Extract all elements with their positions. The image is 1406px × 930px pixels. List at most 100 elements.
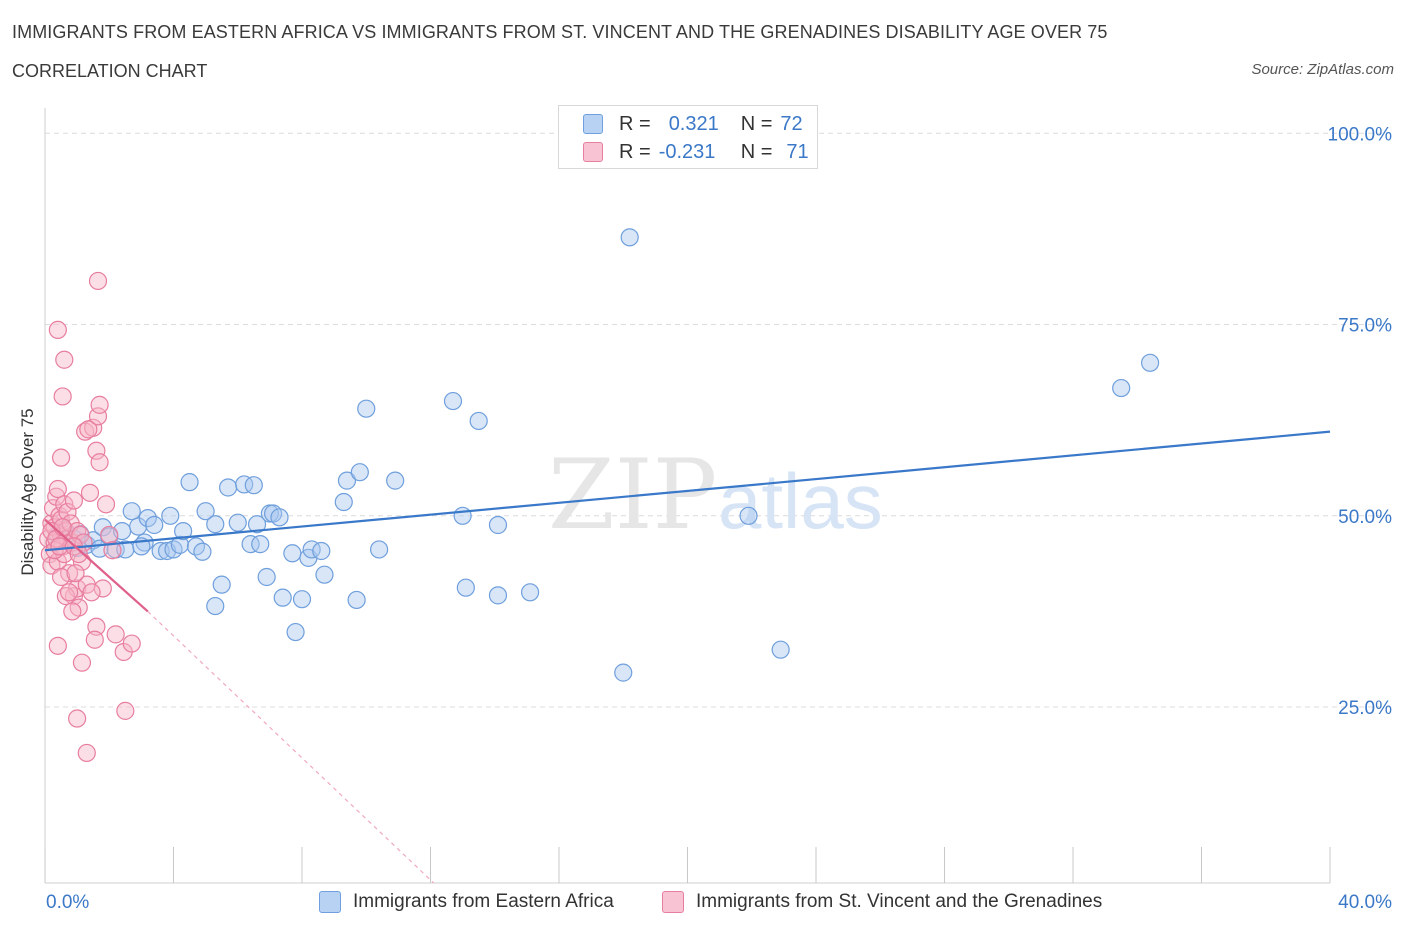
point-st-vincent [96, 495, 116, 514]
point-eastern-africa [283, 544, 302, 563]
point-st-vincent [48, 636, 67, 655]
point-st-vincent [87, 441, 106, 460]
point-eastern-africa [614, 663, 633, 682]
point-st-vincent [90, 395, 109, 414]
point-eastern-africa [386, 471, 405, 490]
point-st-vincent [106, 625, 125, 644]
point-eastern-africa [247, 515, 267, 534]
point-st-vincent [51, 448, 71, 467]
point-eastern-africa [334, 492, 353, 512]
point-eastern-africa [350, 463, 369, 482]
point-eastern-africa [138, 508, 157, 528]
legend-r-label: R = [619, 112, 651, 135]
legend-swatch-pink [662, 891, 684, 913]
point-eastern-africa [206, 596, 225, 616]
point-eastern-africa [315, 565, 334, 584]
point-st-vincent [63, 602, 82, 621]
point-eastern-africa [357, 399, 376, 418]
point-eastern-africa [292, 590, 312, 609]
point-eastern-africa [257, 567, 276, 587]
legend-n-label: N = [740, 140, 773, 163]
point-eastern-africa [286, 622, 305, 642]
trend-line-eastern-africa [44, 430, 1331, 552]
point-eastern-africa [488, 586, 508, 605]
axes [44, 108, 1331, 884]
point-st-vincent [68, 709, 87, 728]
point-eastern-africa [620, 228, 639, 247]
legend-row-pink: R = -0.231 N = 71 [583, 140, 809, 164]
point-st-vincent [85, 630, 104, 649]
chart-title: IMMIGRANTS FROM EASTERN AFRICA VS IMMIGR… [12, 22, 1108, 42]
point-eastern-africa [244, 476, 263, 495]
point-eastern-africa [739, 506, 758, 525]
point-st-vincent [59, 583, 79, 602]
point-eastern-africa [520, 583, 540, 602]
legend-n-label: N = [740, 112, 773, 135]
legend-swatch-blue [319, 891, 341, 913]
point-eastern-africa [456, 578, 475, 597]
point-eastern-africa [443, 391, 463, 411]
point-st-vincent [48, 479, 67, 499]
point-eastern-africa [1140, 353, 1160, 372]
tick-labels: 25.0% 50.0% 75.0% 100.0% 0.0% 40.0% [46, 124, 1392, 913]
point-eastern-africa [212, 575, 231, 594]
point-st-vincent [122, 634, 141, 653]
point-eastern-africa [164, 540, 183, 559]
point-eastern-africa [122, 502, 141, 521]
x-tick-label: 0.0% [46, 892, 89, 913]
point-st-vincent [103, 541, 122, 560]
x-tick-label: 40.0% [1338, 892, 1392, 913]
legend-row-blue: R = 0.321 N = 72 [583, 112, 803, 136]
y-tick-label: 50.0% [1338, 507, 1392, 528]
point-st-vincent [51, 567, 71, 587]
y-tick-label: 75.0% [1338, 316, 1392, 337]
point-eastern-africa [193, 542, 212, 561]
legend-swatch-pink [583, 142, 603, 162]
point-st-vincent [93, 579, 112, 598]
point-eastern-africa [270, 508, 289, 527]
point-eastern-africa [161, 506, 180, 525]
trend-line-st-vincent-extrapolated [147, 610, 435, 884]
watermark-atlas: atlas [718, 457, 883, 545]
point-st-vincent [48, 320, 67, 340]
correlation-legend: R = 0.321 N = 72 R = -0.231 N = 71 [558, 105, 818, 169]
point-eastern-africa [453, 506, 472, 525]
y-tick-label: 100.0% [1328, 124, 1393, 145]
point-eastern-africa [228, 513, 247, 532]
point-eastern-africa [235, 475, 254, 494]
point-eastern-africa [469, 411, 488, 431]
legend-n-value: 72 [780, 112, 803, 135]
point-st-vincent [77, 743, 96, 763]
point-st-vincent [72, 653, 92, 672]
legend-swatch-blue [583, 114, 603, 134]
point-st-vincent [66, 564, 85, 583]
point-st-vincent [88, 271, 108, 291]
gridlines [45, 132, 1390, 708]
legend-item-eastern-africa: Immigrants from Eastern Africa [319, 889, 614, 915]
legend-label-st-vincent: Immigrants from St. Vincent and the Gren… [696, 891, 1103, 912]
point-st-vincent [82, 583, 101, 602]
legend-r-label: R = [619, 140, 651, 163]
point-eastern-africa [347, 590, 366, 610]
chart-subtitle: CORRELATION CHART [12, 61, 208, 81]
point-eastern-africa [370, 540, 389, 559]
point-eastern-africa [251, 535, 270, 554]
trend-lines [44, 430, 1331, 884]
point-eastern-africa [488, 515, 508, 535]
point-st-vincent [87, 617, 106, 636]
trend-line-st-vincent [44, 518, 149, 613]
point-eastern-africa [273, 588, 292, 607]
legend-item-st-vincent: Immigrants from St. Vincent and the Gren… [662, 889, 1102, 915]
point-st-vincent [53, 518, 72, 537]
point-st-vincent [69, 544, 88, 564]
point-eastern-africa [241, 535, 260, 554]
point-eastern-africa [196, 502, 215, 521]
point-st-vincent [100, 525, 119, 545]
point-eastern-africa [206, 515, 225, 534]
y-axis-label: Disability Age Over 75 [18, 408, 37, 576]
legend-n-value: 71 [786, 140, 809, 163]
point-st-vincent [50, 537, 69, 556]
point-eastern-africa [771, 640, 790, 659]
point-st-vincent [64, 491, 84, 510]
